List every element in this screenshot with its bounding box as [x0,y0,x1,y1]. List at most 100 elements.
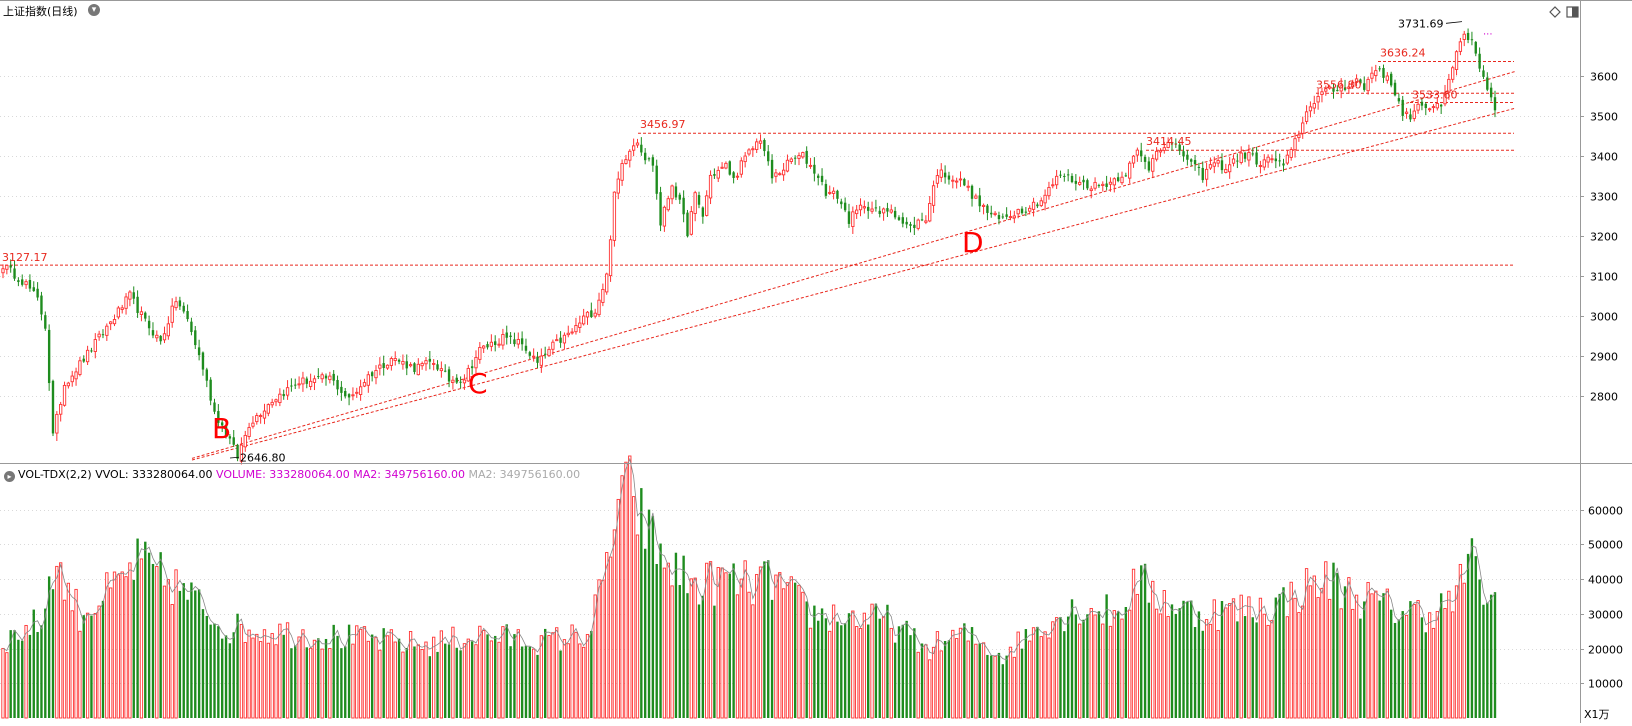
volume-bar [570,624,574,719]
candlestick [128,290,132,307]
candlestick [1278,153,1281,167]
candlestick [85,345,90,366]
candlestick [439,361,444,378]
volume-bar [1458,563,1463,719]
candlestick [278,388,282,407]
candlestick [747,148,751,156]
volume-bar [701,595,705,718]
candlestick [236,443,239,462]
candlestick [997,211,1001,225]
candlestick [297,376,301,389]
volume-tick-label: 50000 [1588,539,1623,552]
volume-bar [374,637,378,719]
volume-bar [1147,602,1151,718]
volume-bar [947,640,951,718]
candlestick [820,168,824,186]
volume-bar [1439,593,1443,718]
candlestick [93,333,97,359]
volume-bar [1316,597,1320,719]
volume-bar [197,589,201,718]
candlestick [939,163,943,183]
volume-bar [828,630,832,719]
volume-bar [1366,581,1370,719]
volume-bar [190,582,193,718]
volume-bar [616,498,620,719]
candlestick [1427,107,1432,113]
candlestick [867,201,870,219]
candlestick [270,398,274,408]
candlestick [1393,79,1397,97]
volume-bar [1140,565,1143,718]
volume-bar [1282,587,1285,718]
candlestick [1047,181,1051,200]
volume-bar [1089,607,1093,719]
volume-bar [1162,590,1166,719]
volume-bar [509,646,512,718]
volume-bar [332,624,335,718]
candlestick [1462,30,1466,47]
candlestick [1143,154,1147,170]
candlestick [1158,148,1163,158]
volume-bar [66,582,71,719]
volume-bar [797,584,801,719]
volume-bar [597,579,601,719]
volume-bar [924,644,928,719]
candlestick [1470,31,1474,46]
volume-tick-label: 10000 [1588,678,1623,691]
volume-header: ▸ VOL-TDX(2,2) VVOL: 333280064.00 VOLUME:… [4,468,580,482]
candlestick [1351,79,1355,89]
candlestick [1140,142,1143,162]
volume-bar [112,571,117,719]
volume-bar [889,627,893,719]
volume-bar [1039,636,1043,719]
chevron-down-icon[interactable]: ▾ [88,4,100,16]
candlestick [978,187,981,213]
volume-bar [1216,630,1220,719]
candlestick [416,358,420,376]
volume-bar [1385,588,1389,719]
volume-menu-icon[interactable]: ▸ [4,471,15,482]
candlestick [1190,158,1193,167]
candlestick [1439,103,1443,115]
candlestick [1116,172,1120,183]
candlestick [308,373,313,391]
volume-bar [170,604,174,719]
candlestick [893,206,897,220]
candlestick [44,311,47,331]
candlestick [151,322,155,339]
volume-bar [751,604,755,719]
candlestick [197,339,201,361]
candlestick [66,381,71,389]
candlestick [90,347,93,353]
candlestick [1258,160,1263,174]
volume-bar [997,652,1001,718]
candlestick [555,334,559,342]
candlestick [324,373,328,386]
candlestick [247,422,251,440]
volume-bar [713,605,716,718]
candlestick [59,401,63,422]
candlestick [1197,162,1201,176]
volume-bar [678,585,681,718]
candlestick [559,331,562,348]
volume-ma2-line [2,457,1496,661]
volume-bar [328,648,332,719]
candlestick [1316,88,1320,110]
candlestick [513,332,516,347]
candlestick [739,157,743,178]
candlestick [482,345,486,354]
diamond-icon[interactable] [1549,6,1561,18]
candlestick [393,351,397,366]
candlestick [274,398,278,407]
volume-bar [424,641,428,719]
volume-bar [5,652,9,719]
price-annotation: 3127.17 [2,251,48,264]
volume-bar [1239,594,1243,719]
candlestick [743,152,747,168]
volume-bar [689,578,693,719]
candlestick [624,154,628,165]
candlestick [1466,28,1470,44]
volume-bar [913,628,916,718]
volume-bar [886,604,889,718]
volume-bar [566,643,570,719]
